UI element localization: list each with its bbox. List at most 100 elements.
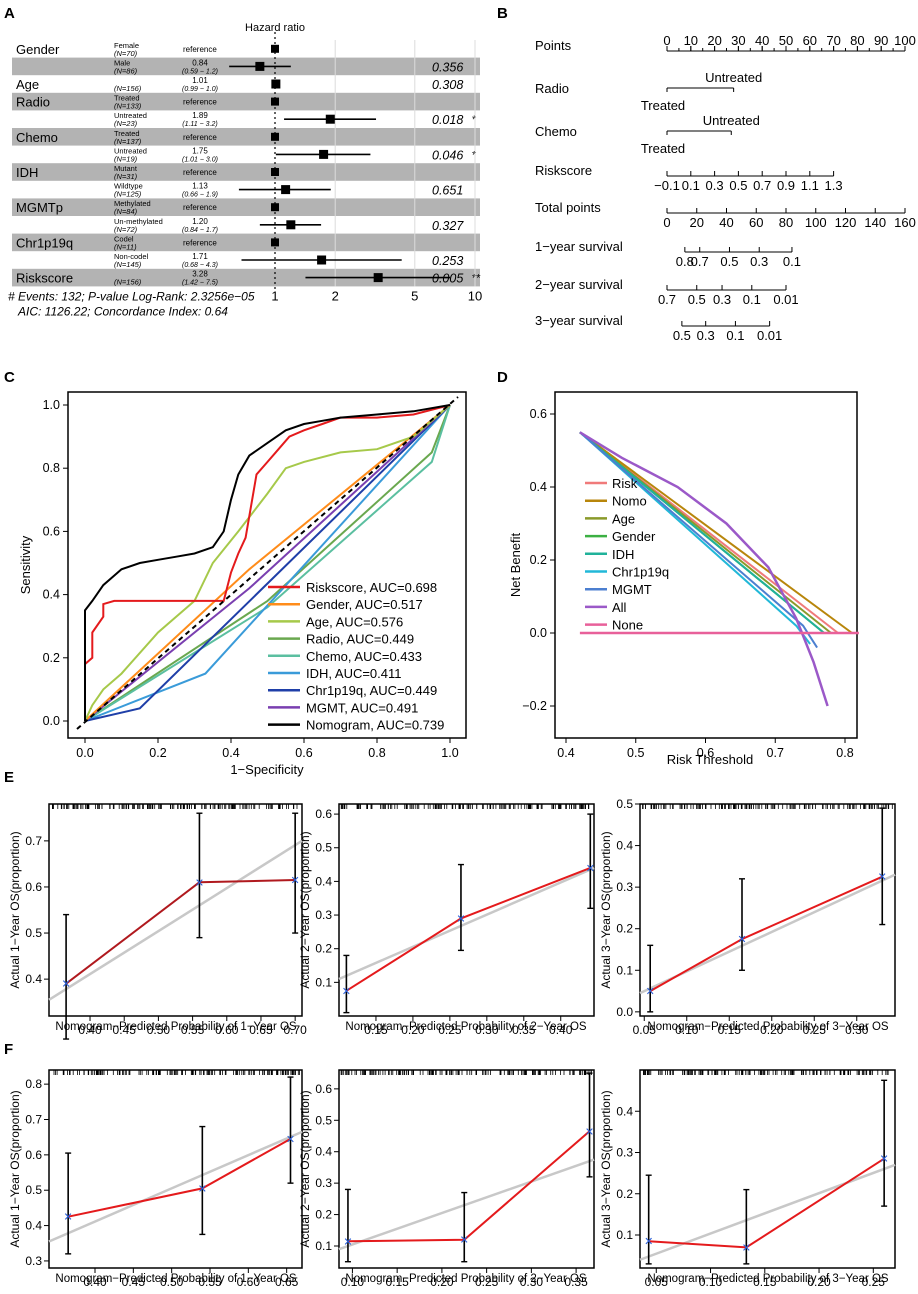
calibration-y-label: Actual 2−Year OS(proportion) — [298, 831, 312, 988]
calibration-point: ✕ — [742, 1242, 751, 1254]
calibration-frame — [639, 1069, 896, 1269]
forest-var-label: Radio — [16, 95, 50, 110]
calibration-y-tick-label: 0.3 — [616, 1146, 633, 1160]
roc-x-tick-label: 0.6 — [295, 746, 312, 760]
forest-ci-label: (0.84 − 1.7) — [182, 227, 218, 234]
calibration-x-tick-label: 0.40 — [549, 1023, 573, 1037]
calibration-y-tick-label: 0.0 — [616, 1005, 633, 1019]
nomogram-tick-label: 60 — [803, 33, 817, 48]
nomogram-row-label: Riskscore — [535, 163, 592, 178]
forest-level-label: Un-methylated — [114, 217, 163, 226]
calibration-x-tick-label: 0.20 — [760, 1023, 784, 1037]
calibration-x-tick-label: 0.20 — [430, 1275, 454, 1289]
calibration-point: ✕ — [61, 979, 70, 991]
calibration-line — [347, 1130, 591, 1243]
calibration-y-tick-label: 0.4 — [25, 972, 42, 986]
nomogram-tick-label: 30 — [731, 33, 745, 48]
calibration-x-tick-label: 0.60 — [215, 1023, 239, 1037]
nomogram-tick-label: 0.1 — [743, 292, 761, 307]
dca-legend-label: None — [612, 618, 643, 633]
forest-pvalue: 0.651 — [432, 184, 463, 198]
forest-tick-label: 2 — [332, 288, 339, 303]
forest-tick-label: 1 — [271, 288, 278, 303]
calibration-frame — [639, 803, 896, 1017]
forest-level-label: Mutant — [114, 164, 138, 173]
calibration-y-tick-label: 0.7 — [25, 834, 42, 848]
calibration-y-tick-label: 0.1 — [616, 963, 633, 977]
forest-n-label: (N=133) — [114, 102, 142, 111]
forest-reference-label: reference — [183, 98, 217, 107]
forest-ci-label: (1.11 − 3.2) — [182, 121, 217, 128]
calibration-point: ✕ — [64, 1212, 73, 1224]
dca-legend-label: Risk — [612, 476, 638, 491]
forest-n-label: (N=19) — [114, 154, 138, 163]
dca-y-tick-label: 0.0 — [530, 626, 547, 640]
calibration-y-tick-label: 0.4 — [315, 1145, 332, 1159]
nomogram-tick-label: 0.7 — [753, 178, 771, 193]
roc-x-tick-label: 0.0 — [76, 746, 93, 760]
nomogram-tick-label: 0.3 — [713, 292, 731, 307]
calibration-y-tick-label: 0.6 — [25, 1148, 42, 1162]
forest-var-label: Age — [16, 77, 39, 92]
forest-hr-label: 0.84 — [192, 58, 208, 67]
nomogram-tick-label: 100 — [894, 33, 916, 48]
forest-estimate-marker — [317, 255, 327, 265]
nomogram-tick-label: 20 — [690, 215, 704, 230]
forest-level-label: Untreated — [114, 111, 147, 120]
calibration-x-tick-label: 0.35 — [564, 1275, 588, 1289]
calibration-y-tick-label: 0.6 — [315, 1082, 332, 1096]
roc-legend-label: Radio, AUC=0.449 — [306, 632, 414, 647]
dca-series-line — [579, 431, 853, 634]
nomogram-tick-label: 0.1 — [682, 178, 700, 193]
nomogram-tick-label: 70 — [826, 33, 840, 48]
calibration-ideal-line — [639, 1163, 896, 1261]
forest-ci-label: (0.66 − 1.9) — [182, 192, 218, 199]
roc-y-tick-label: 0.2 — [43, 651, 60, 665]
calibration-y-tick-label: 0.2 — [616, 922, 633, 936]
calibration-y-tick-label: 0.4 — [616, 1104, 633, 1118]
dca-legend-label: Age — [612, 511, 635, 526]
calibration-y-tick-label: 0.1 — [616, 1228, 633, 1242]
nomogram-row-label: 2−year survival — [535, 277, 623, 292]
roc-y-tick-label: 0.8 — [43, 461, 60, 475]
calibration-y-tick-label: 0.5 — [315, 1113, 332, 1127]
forest-n-label: (N=156) — [114, 84, 142, 93]
calibration-x-tick-label: 0.15 — [753, 1275, 777, 1289]
calibration-frame — [338, 803, 595, 1017]
forest-n-label: (N=23) — [114, 119, 138, 128]
calibration-ideal-line — [338, 1158, 595, 1251]
calibration-point: ✕ — [286, 1134, 295, 1146]
forest-pvalue: 0.327 — [432, 219, 464, 233]
calibration-point: ✕ — [195, 877, 204, 889]
roc-x-label: 1−Specificity — [230, 762, 304, 777]
calibration-ideal-line — [48, 1130, 303, 1243]
forest-n-label: (N=137) — [114, 137, 142, 146]
calibration-point: ✕ — [291, 875, 300, 887]
dca-x-tick-label: 0.5 — [627, 746, 644, 760]
calibration-x-tick-label: 0.55 — [181, 1023, 205, 1037]
dca-y-tick-label: 0.6 — [530, 407, 547, 421]
roc-legend-label: Nomogram, AUC=0.739 — [306, 718, 444, 733]
calibration-x-tick-label: 0.30 — [520, 1275, 544, 1289]
calibration-x-tick-label: 0.25 — [475, 1275, 499, 1289]
forest-n-label: (N=145) — [114, 260, 142, 269]
calibration-y-tick-label: 0.6 — [25, 880, 42, 894]
dca-x-tick-label: 0.4 — [557, 746, 574, 760]
forest-hr-label: 3.28 — [192, 270, 208, 279]
roc-y-tick-label: 0.4 — [43, 588, 60, 602]
forest-footer-aic: AIC: 1126.22; Concordance Index: 0.64 — [17, 304, 228, 318]
forest-row-shade — [12, 128, 480, 146]
dca-x-tick-label: 0.6 — [697, 746, 714, 760]
calibration-x-tick-label: 0.50 — [160, 1275, 184, 1289]
calibration-x-tick-label: 0.30 — [475, 1023, 499, 1037]
dca-legend-label: Chr1p19q — [612, 565, 669, 580]
forest-n-label: (N=70) — [114, 49, 138, 58]
nomogram-tick-label: −0.1 — [654, 178, 680, 193]
nomogram-tick-label: 100 — [805, 215, 827, 230]
calibration-x-tick-label: 0.65 — [275, 1275, 299, 1289]
forest-ci-label: (0.99 − 1.0) — [182, 86, 218, 93]
roc-series-line — [84, 404, 451, 722]
roc-legend-label: Gender, AUC=0.517 — [306, 597, 423, 612]
roc-legend-label: MGMT, AUC=0.491 — [306, 700, 418, 715]
